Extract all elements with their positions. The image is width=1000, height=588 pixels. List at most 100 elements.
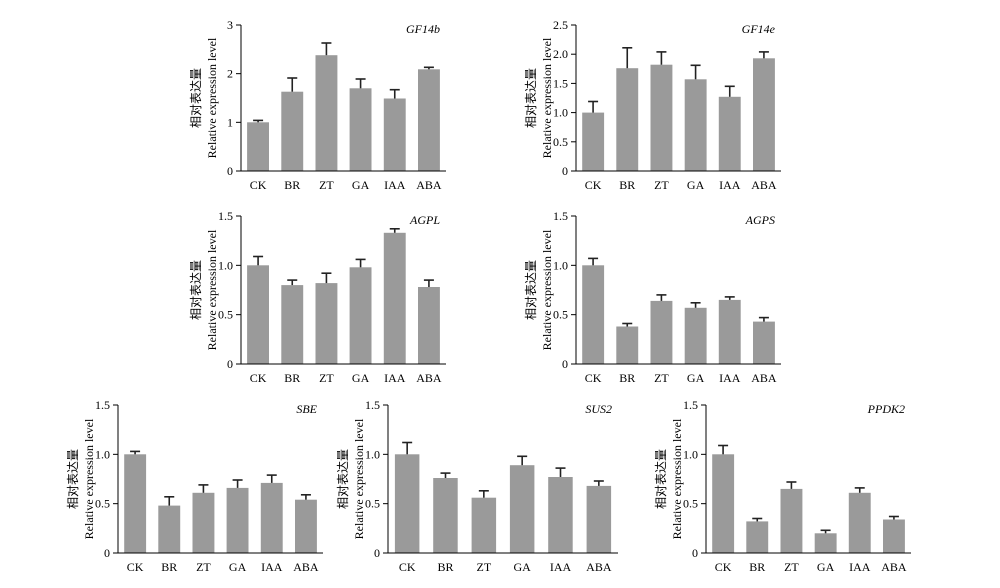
y-axis-label-cn: 相对表达量 — [654, 449, 668, 509]
category-label: BR — [284, 371, 300, 385]
y-tick-label: 0.5 — [683, 497, 698, 511]
bar-br — [616, 68, 639, 171]
category-label: ABA — [881, 560, 907, 574]
y-tick-label: 0 — [104, 546, 110, 560]
category-label: ZT — [654, 371, 669, 385]
category-label: ABA — [293, 560, 319, 574]
category-label: CK — [127, 560, 144, 574]
gene-title: GF14e — [742, 22, 776, 36]
gene-title: SBE — [296, 402, 317, 416]
bar-ga — [349, 267, 372, 364]
bar-br — [433, 478, 458, 553]
bar-ga — [349, 88, 372, 171]
bar-br — [281, 91, 304, 171]
category-label: ABA — [751, 178, 777, 192]
y-tick-label: 0.5 — [365, 497, 380, 511]
bar-zt — [192, 492, 215, 553]
bar-aba — [753, 58, 775, 171]
gene-title: GF14b — [406, 22, 440, 36]
y-axis-label-en: Relative expression level — [205, 37, 219, 158]
bar-aba — [753, 321, 775, 364]
bar-zt — [315, 283, 338, 364]
category-label: GA — [352, 178, 370, 192]
y-tick-label: 3 — [227, 18, 233, 32]
category-label: ZT — [196, 560, 211, 574]
category-label: GA — [817, 560, 835, 574]
y-tick-label: 1.5 — [553, 209, 568, 223]
y-tick-label: 1.0 — [218, 258, 233, 272]
y-tick-label: 2.5 — [553, 18, 568, 32]
category-label: IAA — [384, 371, 406, 385]
bar-iaa — [848, 492, 871, 553]
y-tick-label: 1.0 — [683, 447, 698, 461]
chart-panel-sbe: CK BR ZT GA IAA ABA 0 0.5 1.0 1.5 SBE 相对表达量 Relative… — [66, 398, 323, 574]
category-label: CK — [250, 371, 267, 385]
category-label: IAA — [550, 560, 572, 574]
category-label: BR — [619, 371, 635, 385]
bar-iaa — [718, 96, 741, 171]
bar-zt — [471, 497, 497, 553]
category-label: BR — [619, 178, 635, 192]
bar-aba — [418, 69, 440, 171]
category-label: ABA — [416, 178, 442, 192]
y-axis-label-en: Relative expression level — [205, 229, 219, 350]
chart-panel-gf14b: CK BR ZT GA IAA ABA 0 1 2 3 GF14b 相对表达量 Relative exp… — [189, 18, 446, 192]
y-axis-label-en: Relative expression level — [82, 418, 96, 539]
y-tick-label: 0 — [562, 357, 568, 371]
category-label: IAA — [719, 371, 741, 385]
category-label: CK — [585, 178, 602, 192]
category-label: GA — [352, 371, 370, 385]
chart-panel-ppdk2: CK BR ZT GA IAA ABA 0 0.5 1.0 1.5 PPDK2 相对表达量 Relati… — [654, 398, 911, 574]
y-tick-label: 0.5 — [553, 135, 568, 149]
bar-br — [746, 521, 769, 553]
y-tick-label: 0 — [692, 546, 698, 560]
bar-ga — [684, 79, 707, 171]
bar-zt — [780, 488, 803, 553]
y-axis-label-cn: 相对表达量 — [189, 260, 203, 320]
y-tick-label: 0 — [227, 357, 233, 371]
category-label: CK — [399, 560, 416, 574]
bar-ck — [247, 122, 269, 171]
chart-panel-agpl: CK BR ZT GA IAA ABA 0 0.5 1.0 1.5 AGPL 相对表达量 Relativ… — [189, 209, 446, 385]
chart-panel-gf14e: CK BR ZT GA IAA ABA 0 0.5 1.0 1.5 2.0 2.5 GF14e 相对表达量… — [524, 18, 781, 192]
y-tick-label: 0.5 — [553, 308, 568, 322]
category-label: ABA — [416, 371, 442, 385]
category-label: BR — [749, 560, 765, 574]
bar-ga — [814, 533, 837, 553]
bar-iaa — [383, 232, 406, 364]
y-tick-label: 1.0 — [95, 447, 110, 461]
y-axis-label-cn: 相对表达量 — [189, 68, 203, 128]
category-label: ZT — [654, 178, 669, 192]
y-tick-label: 1.5 — [95, 398, 110, 412]
y-axis-label-en: Relative expression level — [540, 229, 554, 350]
chart-panel-agps: CK BR ZT GA IAA ABA 0 0.5 1.0 1.5 AGPS 相对表达量 Relativ… — [524, 209, 781, 385]
category-label: CK — [715, 560, 732, 574]
category-label: BR — [284, 178, 300, 192]
category-label: IAA — [261, 560, 283, 574]
bar-ga — [509, 465, 535, 553]
bar-br — [158, 505, 181, 553]
bar-iaa — [260, 482, 283, 553]
category-label: BR — [437, 560, 453, 574]
gene-title: PPDK2 — [867, 402, 905, 416]
category-label: CK — [585, 371, 602, 385]
y-tick-label: 0.5 — [95, 497, 110, 511]
y-tick-label: 1 — [227, 115, 233, 129]
y-axis-label-cn: 相对表达量 — [524, 260, 538, 320]
y-tick-label: 1.0 — [365, 447, 380, 461]
category-label: IAA — [384, 178, 406, 192]
y-tick-label: 1.5 — [683, 398, 698, 412]
bar-iaa — [383, 98, 406, 171]
bar-br — [616, 326, 639, 364]
y-tick-label: 0 — [562, 164, 568, 178]
category-label: ABA — [586, 560, 612, 574]
y-tick-label: 1.5 — [218, 209, 233, 223]
y-tick-label: 0.5 — [218, 308, 233, 322]
category-label: ZT — [319, 178, 334, 192]
category-label: ZT — [784, 560, 799, 574]
y-axis-label-cn: 相对表达量 — [524, 68, 538, 128]
y-tick-label: 1.0 — [553, 106, 568, 120]
bar-iaa — [718, 299, 741, 364]
bar-iaa — [548, 477, 573, 553]
